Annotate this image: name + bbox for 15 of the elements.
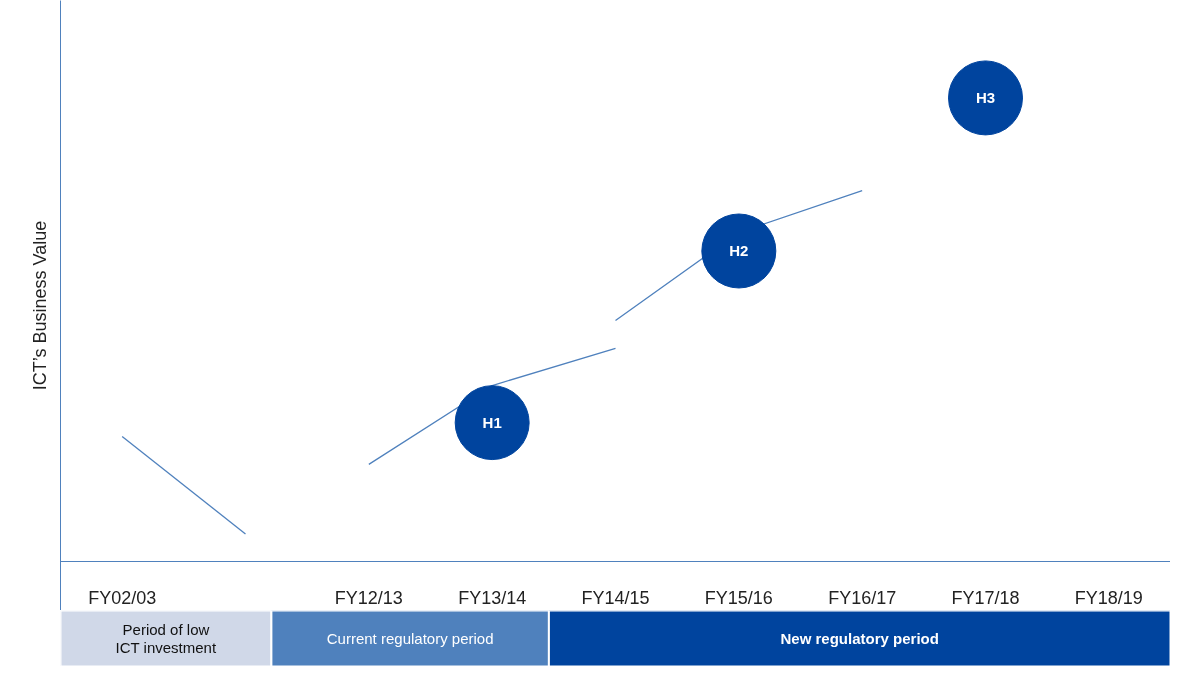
series-label: New regulatory period	[780, 630, 939, 647]
x-tick-label: FY12/13	[334, 587, 403, 608]
x-tick-label: FY14/15	[581, 587, 650, 608]
x-tick-label: FY13/14	[458, 587, 527, 608]
series-label: H2	[729, 242, 749, 260]
x-tick-label: FY15/16	[704, 587, 773, 608]
x-tick-label: FY16/17	[828, 587, 897, 608]
x-tick-label: FY18/19	[1074, 587, 1143, 608]
y-axis-title: ICT’s Business Value	[29, 220, 50, 391]
series-label: H3	[975, 89, 996, 107]
x-tick-label: FY02/03	[88, 587, 157, 608]
series-label: Period of low ICT investment	[115, 621, 217, 656]
series-label: H1	[482, 414, 502, 432]
series-label: Current regulatory period	[326, 630, 494, 647]
x-tick-label: FY17/18	[951, 587, 1020, 608]
